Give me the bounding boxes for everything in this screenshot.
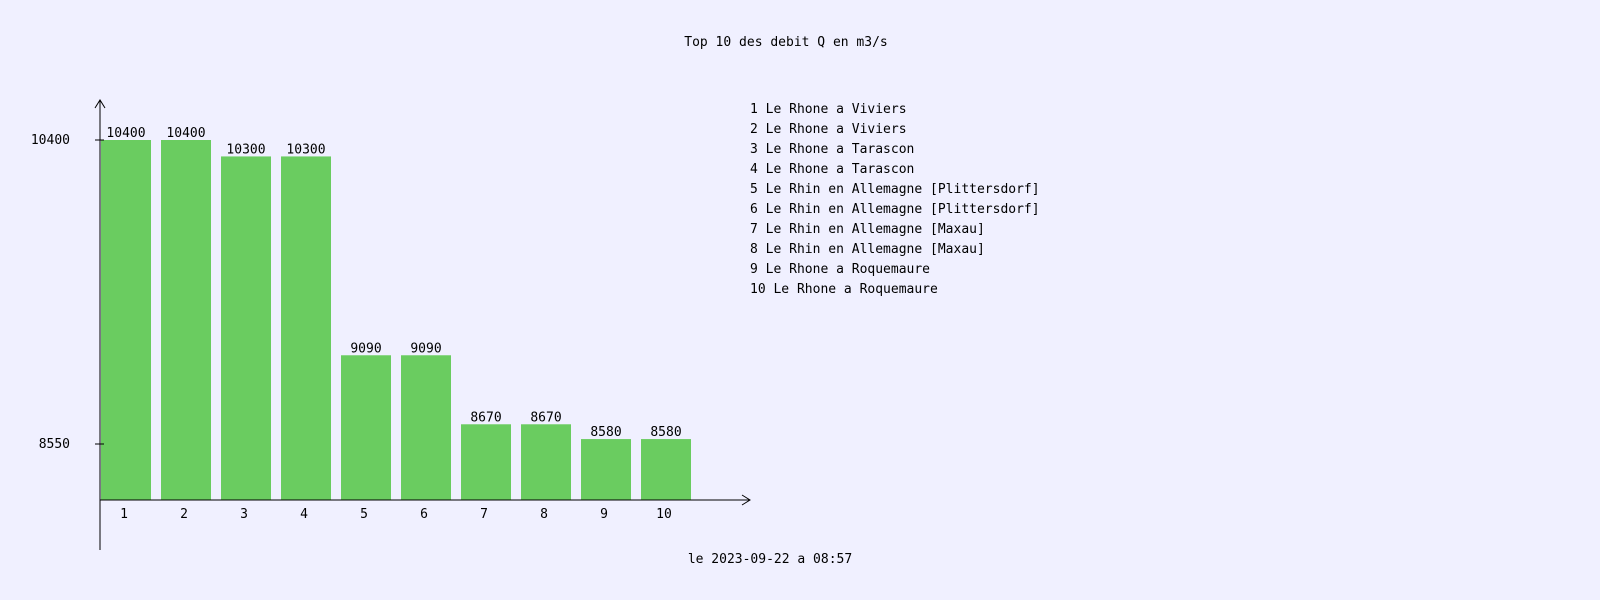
- bar-3: [221, 156, 271, 500]
- bar-8: [521, 424, 571, 500]
- x-tick-label-9: 9: [600, 507, 608, 522]
- legend-entry-6: 6 Le Rhin en Allemagne [Plittersdorf]: [750, 202, 1040, 217]
- x-tick-label-10: 10: [656, 507, 672, 522]
- legend-entry-5: 5 Le Rhin en Allemagne [Plittersdorf]: [750, 182, 1040, 197]
- legend-entry-10: 10 Le Rhone a Roquemaure: [750, 282, 938, 297]
- bar-5: [341, 355, 391, 500]
- bar-9: [581, 439, 631, 500]
- bar-value-label-4: 10300: [286, 142, 325, 157]
- legend-entry-4: 4 Le Rhone a Tarascon: [750, 162, 914, 177]
- bar-7: [461, 424, 511, 500]
- bar-value-label-6: 9090: [410, 341, 441, 356]
- x-tick-label-5: 5: [360, 507, 368, 522]
- bar-1: [101, 140, 151, 500]
- legend-entry-7: 7 Le Rhin en Allemagne [Maxau]: [750, 222, 985, 237]
- legend: 1 Le Rhone a Viviers 2 Le Rhone a Viviers…: [750, 102, 1040, 297]
- chart-footer-timestamp: le 2023-09-22 a 08:57: [688, 552, 852, 567]
- legend-entry-8: 8 Le Rhin en Allemagne [Maxau]: [750, 242, 985, 257]
- x-tick-label-3: 3: [240, 507, 248, 522]
- bar-value-label-5: 9090: [350, 341, 381, 356]
- y-axis-arrow: [94, 99, 106, 109]
- x-tick-label-7: 7: [480, 507, 488, 522]
- bar-value-label-3: 10300: [226, 142, 265, 157]
- x-tick-label-8: 8: [540, 507, 548, 522]
- bar-value-label-9: 8580: [590, 425, 621, 440]
- legend-entry-2: 2 Le Rhone a Viviers: [750, 122, 907, 137]
- legend-entry-1: 1 Le Rhone a Viviers: [750, 102, 907, 117]
- x-tick-label-1: 1: [120, 507, 128, 522]
- bars-layer: 10400 10400 10300 10300 9090 9090 8670 8670 8580…: [101, 126, 691, 500]
- x-tick-label-6: 6: [420, 507, 428, 522]
- bar-6: [401, 355, 451, 500]
- legend-entry-3: 3 Le Rhone a Tarascon: [750, 142, 914, 157]
- x-tick-label-4: 4: [300, 507, 308, 522]
- x-axis-arrow: [741, 494, 751, 506]
- bar-value-label-7: 8670: [470, 410, 501, 425]
- chart-title: Top 10 des debit Q en m3/s: [684, 35, 888, 50]
- x-tick-label-2: 2: [180, 507, 188, 522]
- bar-value-label-2: 10400: [166, 126, 205, 141]
- legend-entry-9: 9 Le Rhone a Roquemaure: [750, 262, 930, 277]
- y-tick-label-10400: 10400: [31, 133, 70, 148]
- bar-4: [281, 156, 331, 500]
- bar-2: [161, 140, 211, 500]
- axes-layer: 1 2 3 4 5 6 7 8 9 10 10400 8550: [31, 99, 751, 550]
- y-tick-label-8550: 8550: [39, 437, 70, 452]
- bar-10: [641, 439, 691, 500]
- bar-value-label-10: 8580: [650, 425, 681, 440]
- bar-value-label-1: 10400: [106, 126, 145, 141]
- bar-value-label-8: 8670: [530, 410, 561, 425]
